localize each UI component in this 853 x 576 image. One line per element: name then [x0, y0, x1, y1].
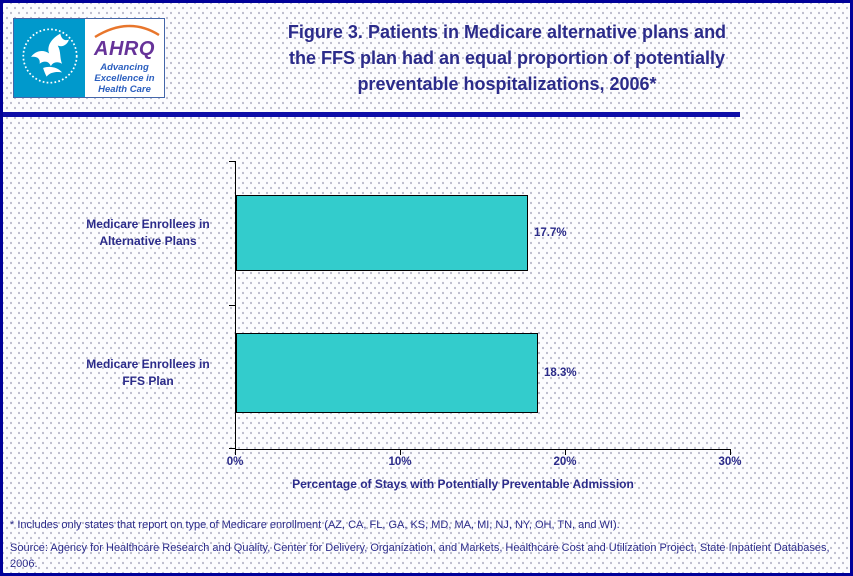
x-axis-tick: [730, 449, 731, 455]
y-axis-tick: [229, 161, 236, 162]
category-label-line: Alternative Plans: [99, 234, 197, 248]
figure-title-line: preventable hospitalizations, 2006*: [357, 74, 657, 94]
bar-ffs-plan: [236, 333, 538, 413]
footnote-states: * Includes only states that report on ty…: [10, 519, 620, 531]
y-axis-tick: [229, 305, 236, 306]
figure-title: Figure 3. Patients in Medicare alternati…: [173, 19, 841, 97]
category-label-alternative-plans: Medicare Enrollees in Alternative Plans: [63, 195, 233, 271]
bar-value-label: 18.3%: [544, 367, 577, 379]
category-label-line: Medicare Enrollees in: [86, 357, 210, 371]
ahrq-hhs-logo: AHRQ Advancing Excellence in Health Care: [13, 18, 165, 98]
x-axis-tick: [235, 449, 236, 455]
ahrq-logo-block: AHRQ Advancing Excellence in Health Care: [85, 19, 164, 97]
ahrq-tagline-line: Advancing: [100, 62, 149, 73]
category-label-line: Medicare Enrollees in: [86, 217, 210, 231]
x-axis-tick: [400, 449, 401, 455]
bar-alternative-plans: [236, 195, 528, 271]
x-axis-title: Percentage of Stays with Potentially Pre…: [292, 477, 634, 491]
x-axis-tick: [565, 449, 566, 455]
bar-value-label: 17.7%: [534, 227, 567, 239]
figure-title-line: the FFS plan had an equal proportion of …: [289, 48, 725, 68]
ahrq-wordmark: AHRQ: [94, 38, 155, 60]
bar-row-alternative-plans: 17.7%: [236, 195, 567, 271]
hhs-eagle-icon: [19, 22, 81, 95]
category-label-ffs-plan: Medicare Enrollees in FFS Plan: [63, 333, 233, 413]
x-tick-label-20: 20%: [553, 456, 577, 468]
y-axis-tick: [229, 448, 236, 449]
bar-row-ffs-plan: 18.3%: [236, 333, 577, 413]
ahrq-rainbow-arc-icon: [89, 23, 161, 44]
category-label-line: FFS Plan: [122, 374, 174, 388]
ahrq-tagline-line: Excellence in: [94, 73, 155, 84]
x-tick-label-0: 0%: [226, 456, 244, 468]
x-tick-label-10: 10%: [388, 456, 412, 468]
header-divider: [3, 112, 740, 117]
ahrq-tagline-line: Health Care: [98, 84, 151, 95]
ahrq-tagline: Advancing Excellence in Health Care: [94, 62, 154, 95]
x-axis-line: [235, 449, 731, 450]
hhs-logo-block: [14, 19, 85, 97]
footnote-source: Source: Agency for Healthcare Research a…: [10, 542, 830, 570]
x-tick-label-30: 30%: [718, 456, 742, 468]
figure-title-line: Figure 3. Patients in Medicare alternati…: [287, 22, 727, 42]
